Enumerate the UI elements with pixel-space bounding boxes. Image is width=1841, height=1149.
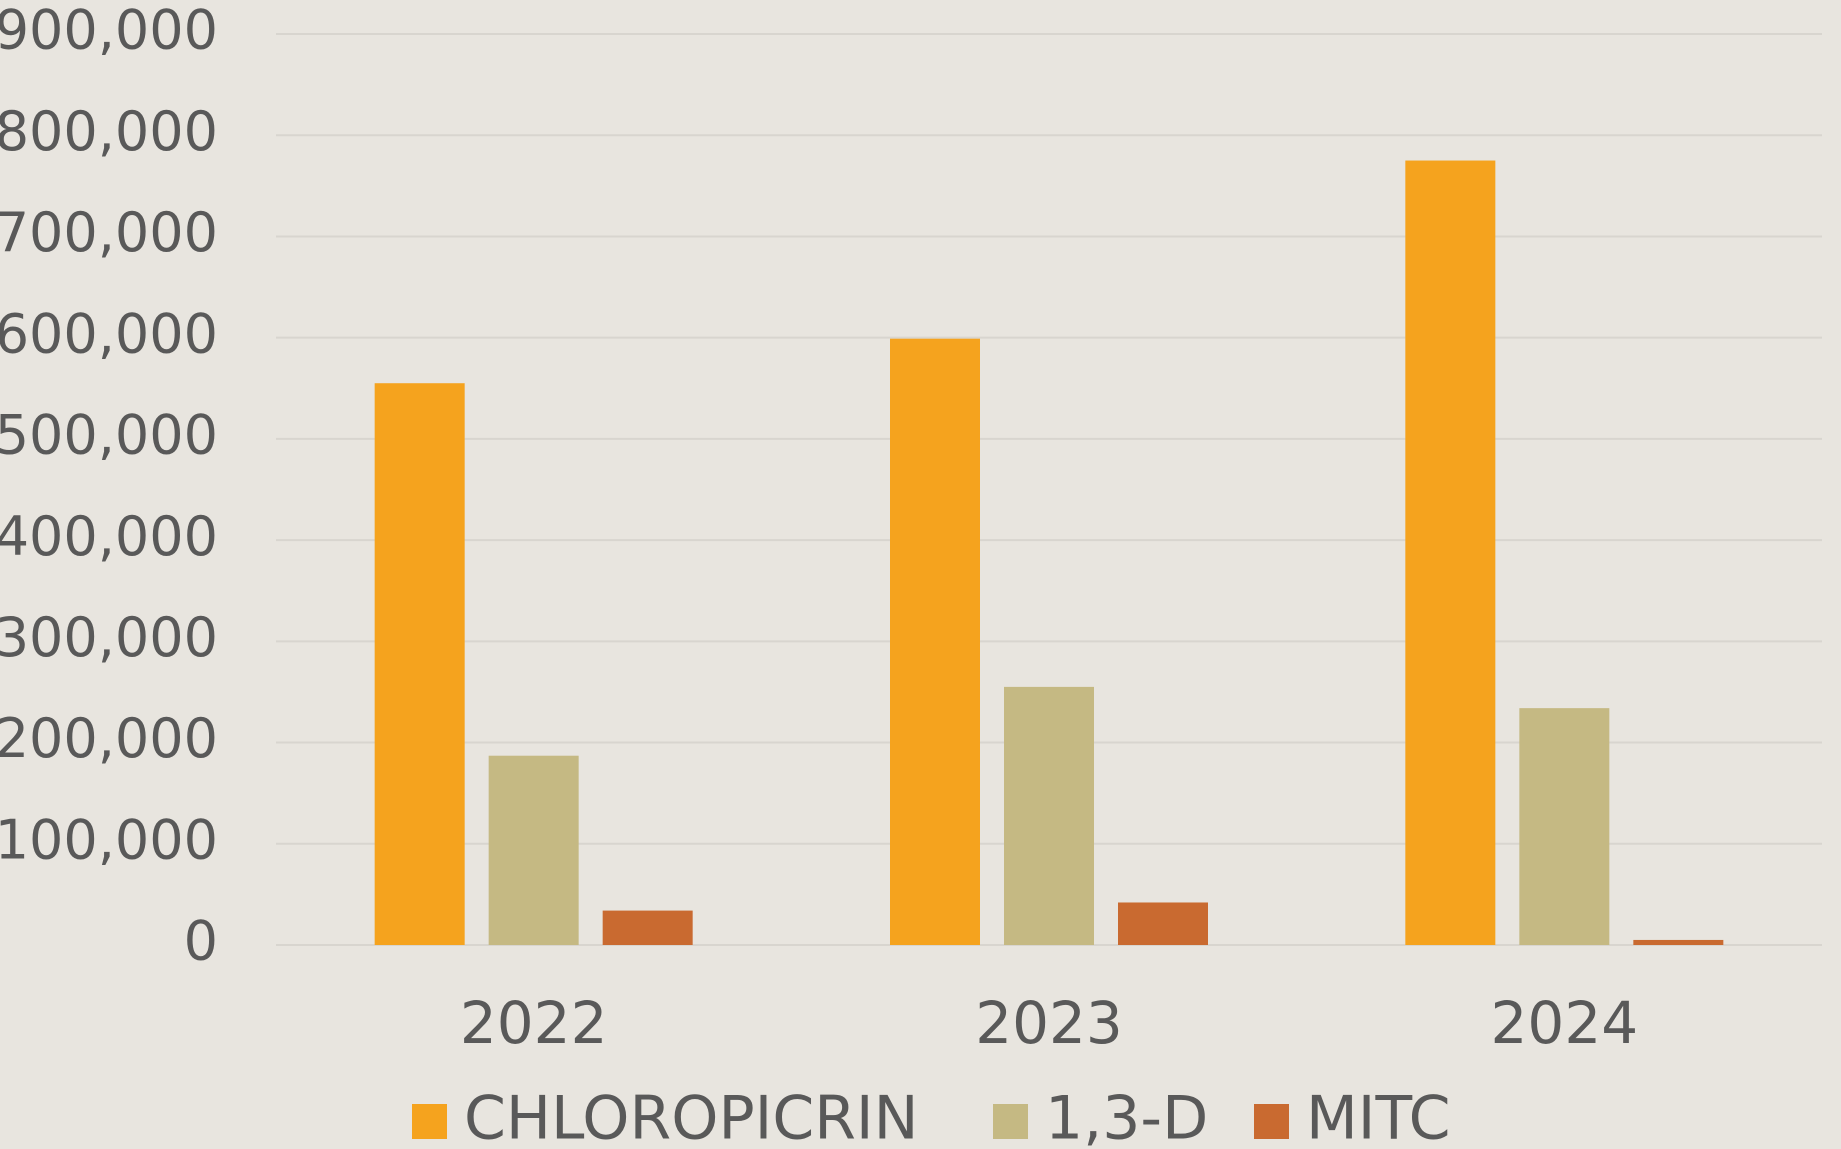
- y-tick-label: 300,000: [0, 606, 218, 669]
- bar: [374, 383, 465, 945]
- y-tick-label: 700,000: [0, 201, 218, 264]
- legend-swatch: [993, 1104, 1028, 1139]
- bar: [890, 338, 980, 945]
- y-tick-label: 400,000: [0, 505, 218, 568]
- y-tick-label: 900,000: [0, 0, 218, 62]
- legend-label: 1,3-D: [1045, 1084, 1208, 1149]
- bar: [1004, 686, 1094, 945]
- x-tick-label: 2024: [1491, 989, 1639, 1057]
- y-tick-label: 500,000: [0, 404, 218, 467]
- bar: [488, 755, 579, 945]
- bar: [1405, 160, 1496, 945]
- x-tick-label: 2022: [460, 989, 608, 1057]
- legend-label: MITC: [1306, 1084, 1451, 1149]
- legend-label: CHLOROPICRIN: [464, 1084, 918, 1149]
- legend-swatch: [412, 1104, 447, 1139]
- bar: [1633, 939, 1724, 945]
- bar: [1118, 902, 1208, 945]
- y-tick-label: 100,000: [0, 808, 218, 871]
- bar: [602, 910, 693, 945]
- bar: [1519, 708, 1610, 945]
- x-tick-label: 2023: [975, 989, 1123, 1057]
- y-tick-label: 200,000: [0, 707, 218, 770]
- y-tick-label: 600,000: [0, 302, 218, 365]
- legend-swatch: [1254, 1104, 1289, 1139]
- y-tick-label: 0: [184, 910, 218, 973]
- y-tick-label: 800,000: [0, 100, 218, 163]
